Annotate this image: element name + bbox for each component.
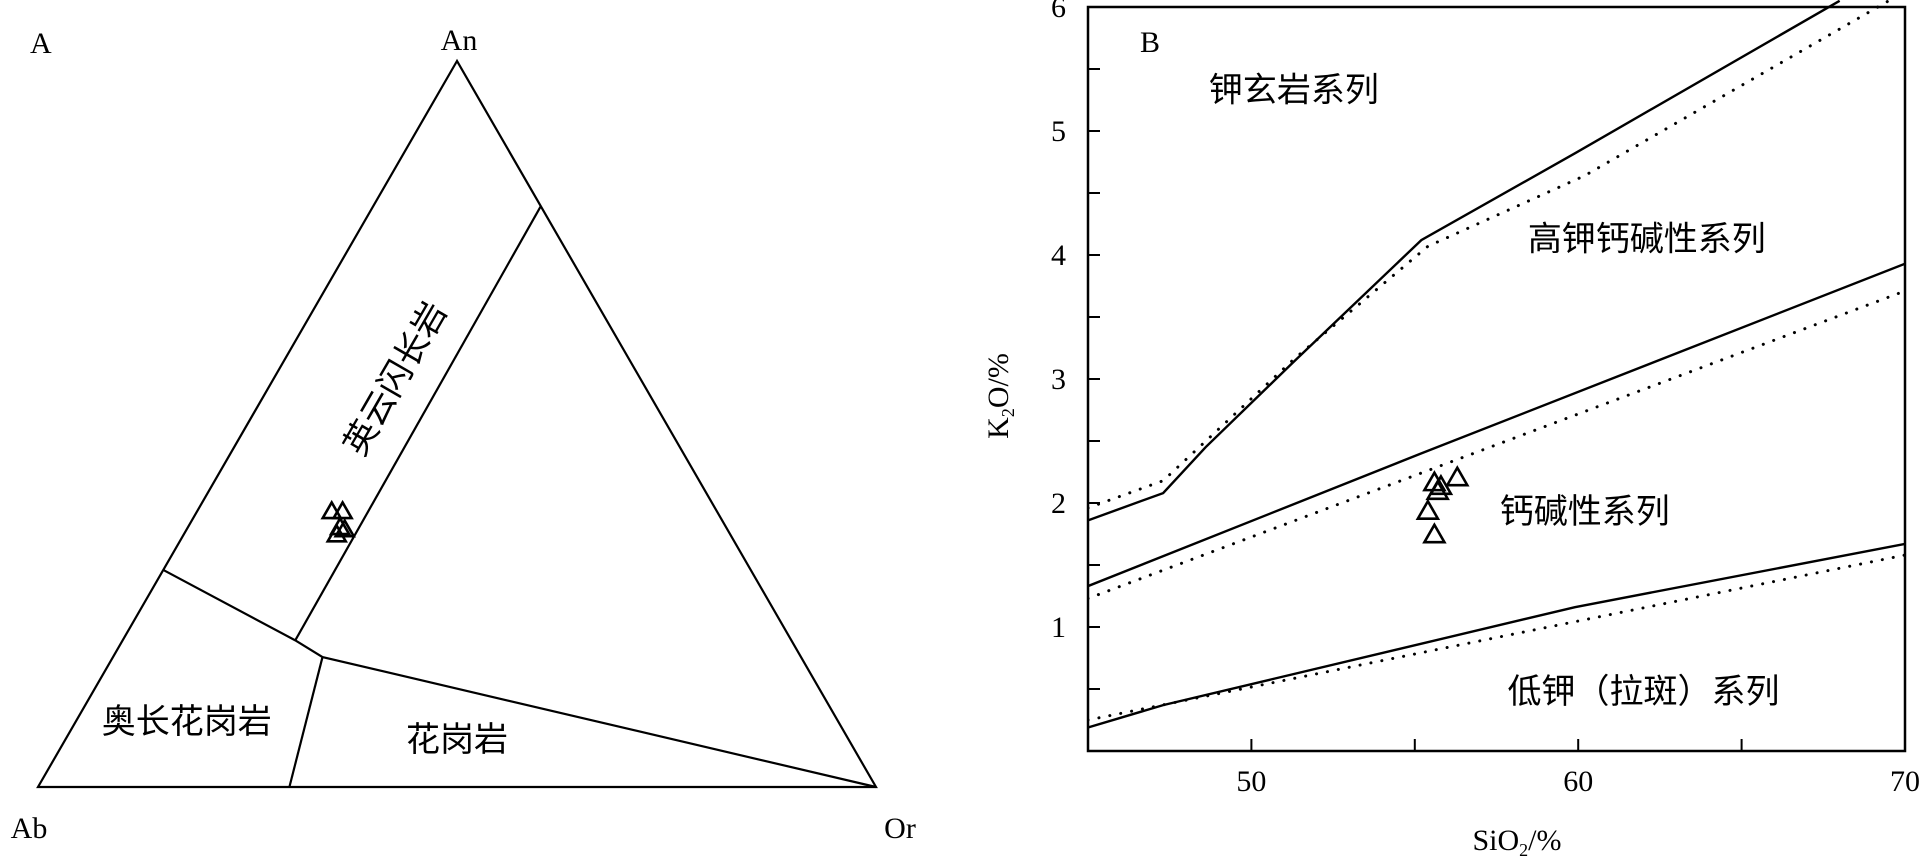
y-tick-label: 1 (1051, 611, 1066, 644)
y-tick-label: 6 (1051, 0, 1066, 24)
panel-b-label: B (1140, 26, 1160, 59)
field-boundary-1 (162, 568, 877, 789)
dotted-boundary-line-3 (1088, 289, 1905, 600)
plot-frame (1086, 5, 1907, 753)
y-tick-label: 2 (1051, 487, 1066, 520)
field-label: 低钾（拉斑）系列 (1508, 673, 1780, 711)
sample-point (331, 499, 354, 520)
ternary-outline (36, 58, 878, 789)
sample-point (1415, 498, 1441, 520)
x-tick-label: 70 (1890, 765, 1920, 798)
sample-point (325, 523, 348, 543)
y-tick-label: 5 (1051, 115, 1066, 148)
field-label: 花岗岩 (406, 721, 508, 759)
panel-a-label: A (30, 27, 52, 60)
y-tick-label: 4 (1051, 239, 1066, 272)
dotted-boundary-line-5 (1088, 553, 1905, 722)
sample-point (1422, 522, 1447, 544)
y-tick-label: 3 (1051, 363, 1066, 396)
dotted-boundary-line-1 (1088, 0, 1891, 510)
sample-point (1425, 478, 1450, 501)
x-axis-label: SiO2/% (1472, 824, 1561, 860)
field-label: 钙碱性系列 (1500, 493, 1670, 531)
solid-boundary-line-0 (1088, 0, 1841, 522)
vertex-label-right: Or (884, 812, 916, 845)
sample-point (320, 499, 343, 520)
field-label: 奥长花岗岩 (102, 703, 272, 741)
field-label: 高钾钙碱性系列 (1528, 220, 1766, 258)
field-label: 钾玄岩系列 (1209, 72, 1379, 110)
field-boundary-2 (288, 656, 324, 788)
sample-point (333, 517, 356, 538)
x-tick-label: 50 (1236, 765, 1266, 798)
x-tick-label: 60 (1563, 765, 1593, 798)
series-group (1088, 0, 1905, 729)
solid-boundary-line-4 (1088, 542, 1905, 729)
field-boundary-0 (294, 205, 542, 641)
vertex-label-top: An (441, 24, 478, 57)
field-label: 英云闪长岩 (337, 296, 455, 462)
solid-boundary-line-2 (1088, 262, 1905, 588)
sample-point (1445, 465, 1470, 487)
vertex-label-left: Ab (11, 812, 48, 845)
panel-b-k2o-sio2: B SiO2/% K2O/% 50 60 70 1 2 3 4 5 6 钾玄岩系列高钾钙碱性系列钙… (982, 0, 1920, 860)
y-axis-label: K2O/% (982, 353, 1018, 439)
